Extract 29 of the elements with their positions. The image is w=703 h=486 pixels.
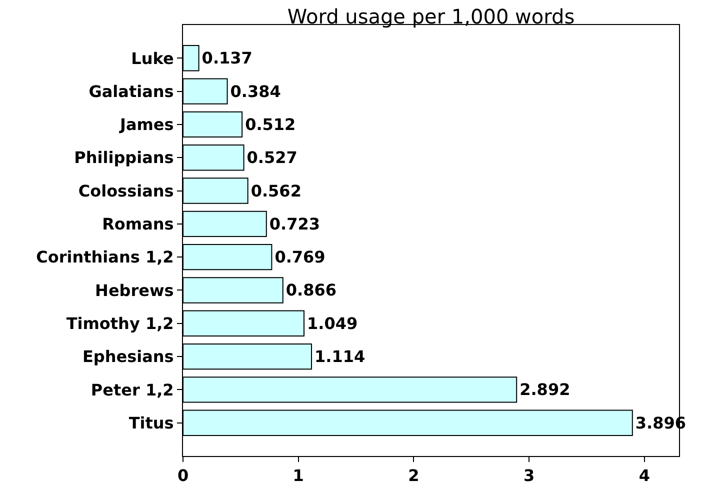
y-tick-label: Philippians [74, 148, 174, 168]
data-label: 0.527 [246, 148, 298, 168]
x-tick-label: 0 [177, 466, 189, 486]
y-tick-label: James [119, 115, 174, 134]
y-tick-label: Colossians [78, 181, 174, 200]
y-tick-label: Ephesians [82, 347, 174, 366]
y-tick-label: Titus [128, 413, 174, 432]
data-label: 2.892 [520, 380, 570, 400]
data-label: 1.049 [307, 314, 358, 333]
y-tick-label: Hebrews [95, 280, 174, 300]
y-tick-label: Romans [102, 214, 174, 234]
data-label: 0.723 [269, 214, 320, 234]
x-tick-label: 3 [523, 466, 535, 486]
data-label: 0.769 [274, 248, 326, 267]
data-label: 0.384 [230, 82, 281, 101]
data-label: 0.137 [202, 48, 252, 68]
x-tick-label: 1 [292, 466, 304, 486]
y-tick-label: Luke [131, 48, 174, 68]
data-label: 0.562 [250, 181, 302, 200]
chart-title: Word usage per 1,000 words [287, 4, 575, 28]
data-label: 0.866 [286, 280, 336, 300]
x-tick-label: 4 [638, 466, 650, 486]
data-label: 0.512 [245, 114, 296, 134]
data-label: 1.114 [314, 347, 366, 366]
y-tick-label: Timothy 1,2 [66, 314, 174, 333]
y-tick-label: Corinthians 1,2 [36, 248, 174, 267]
y-tick-label: Peter 1,2 [90, 380, 174, 400]
y-tick-label: Galatians [88, 82, 174, 101]
x-tick-label: 2 [408, 466, 420, 486]
